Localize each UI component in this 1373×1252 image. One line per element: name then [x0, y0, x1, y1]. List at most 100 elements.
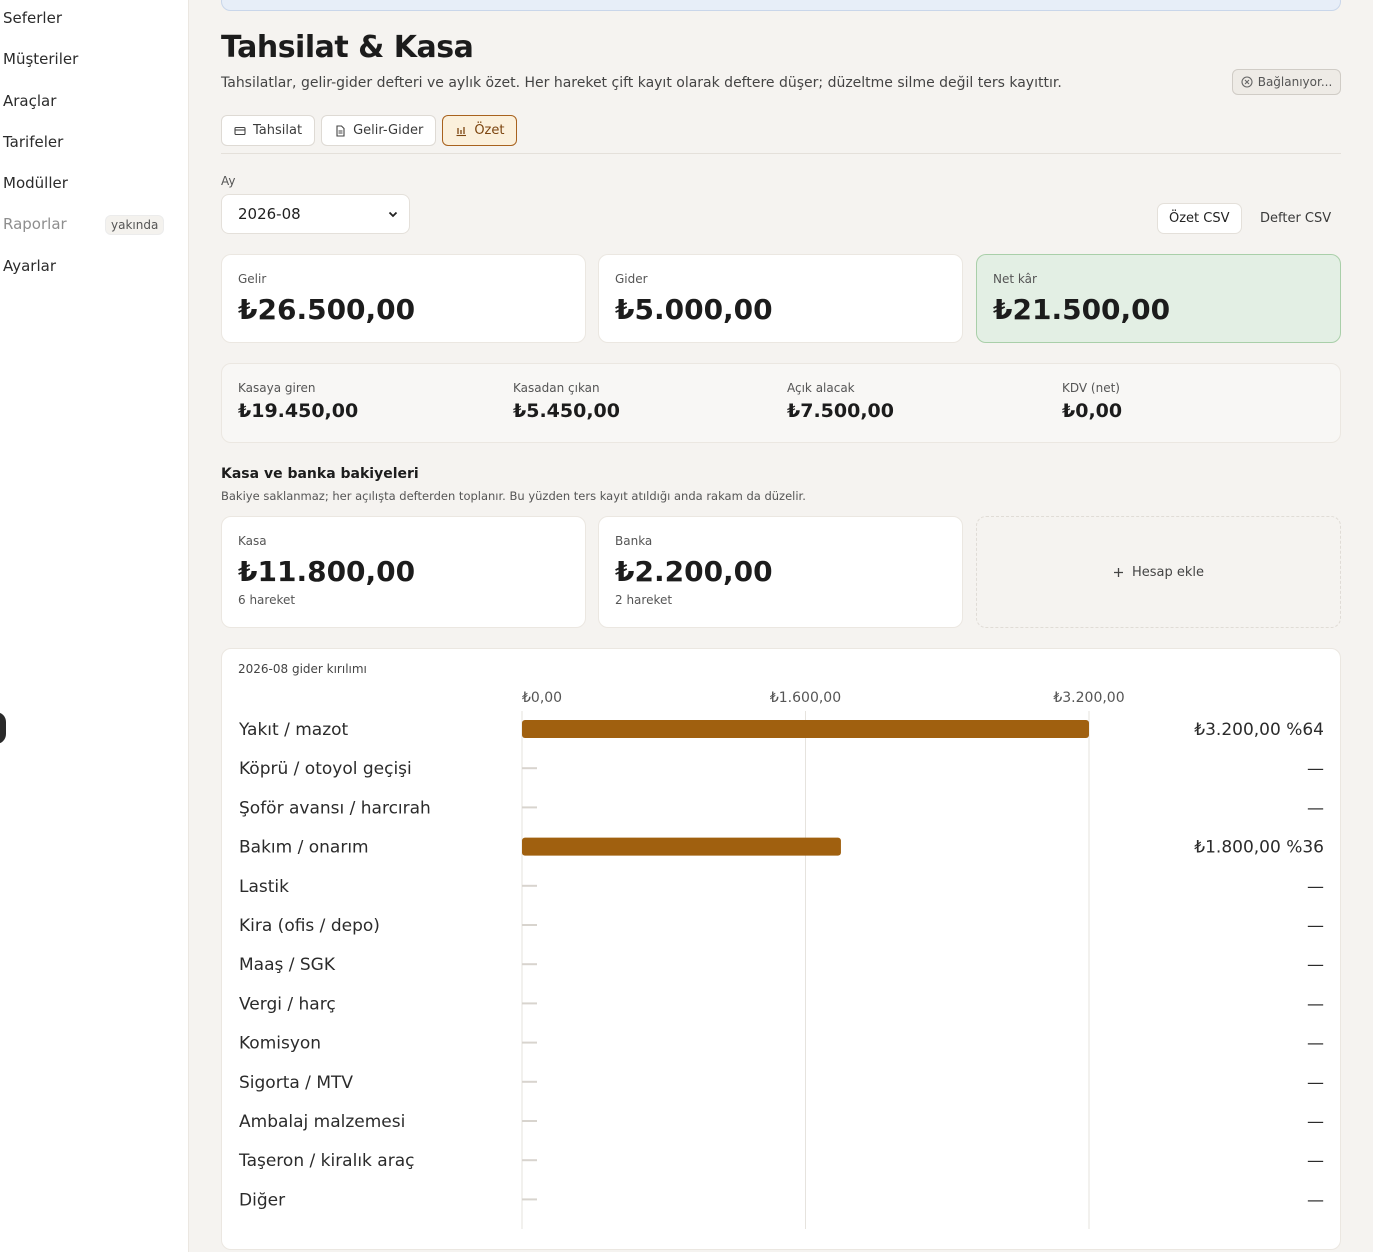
- value-label: —: [1307, 1190, 1324, 1210]
- tab-label: Tahsilat: [253, 123, 303, 138]
- plus-icon: [1113, 567, 1123, 577]
- value-label: —: [1307, 877, 1324, 897]
- sidebar-item-label: Modüller: [3, 174, 68, 192]
- category-label: Diğer: [239, 1190, 285, 1210]
- account-card-banka[interactable]: Banka ₺2.200,00 2 hareket: [598, 516, 963, 628]
- sidebar-item-raporlar: Raporlar: [3, 215, 67, 233]
- sidebar: Seferler Müşteriler Araçlar Tarifeler Mo…: [0, 0, 189, 1252]
- sidebar-item-label: Ayarlar: [3, 257, 57, 275]
- month-select[interactable]: 2026-08: [221, 194, 410, 234]
- chart-title: 2026-08 gider kırılımı: [238, 662, 367, 676]
- category-label: Ambalaj malzemesi: [239, 1112, 405, 1132]
- income-value: ₺26.500,00: [238, 293, 416, 326]
- account-transaction-count: 6 hareket: [238, 593, 296, 607]
- tab-tahsilat[interactable]: Tahsilat: [221, 115, 316, 146]
- sidebar-item-moduller[interactable]: Modüller: [3, 174, 68, 192]
- tabs-divider: [221, 153, 1341, 154]
- x-tick-label: ₺3.200,00: [1053, 690, 1124, 706]
- document-icon: [336, 124, 345, 137]
- account-balance: ₺11.800,00: [238, 555, 416, 588]
- account-card-kasa[interactable]: Kasa ₺11.800,00 6 hareket: [221, 516, 586, 628]
- balances-title: Kasa ve banka bakiyeleri: [221, 466, 419, 482]
- expense-bar: [522, 720, 1089, 738]
- value-label: ₺3.200,00 %64: [1194, 720, 1324, 740]
- vat-net-label: KDV (net): [1062, 381, 1120, 395]
- chart-icon: [456, 126, 467, 136]
- account-name: Kasa: [238, 534, 267, 548]
- x-tick-label: ₺0,00: [522, 690, 562, 706]
- expense-card: Gider ₺5.000,00: [598, 254, 963, 343]
- summary-csv-button[interactable]: Özet CSV: [1157, 203, 1242, 234]
- tab-label: Gelir-Gider: [353, 123, 424, 138]
- category-label: Vergi / harç: [239, 994, 336, 1014]
- net-profit-label: Net kâr: [993, 272, 1037, 286]
- value-label: —: [1307, 759, 1324, 779]
- income-label: Gelir: [238, 272, 267, 286]
- expense-bar: [522, 837, 841, 856]
- category-label: Kira (ofis / depo): [239, 916, 380, 936]
- tab-gelir-gider[interactable]: Gelir-Gider: [321, 115, 437, 146]
- cash-in-label: Kasaya giren: [238, 381, 316, 395]
- status-text: Bağlanıyor...: [1257, 75, 1333, 89]
- net-profit-value: ₺21.500,00: [993, 293, 1171, 326]
- sidebar-item-label: Araçlar: [3, 92, 57, 110]
- coming-soon-badge: yakında: [105, 215, 165, 235]
- category-label: Köprü / otoyol geçişi: [239, 759, 412, 779]
- sidebar-item-label: Raporlar: [3, 215, 67, 233]
- net-profit-card: Net kâr ₺21.500,00: [976, 254, 1341, 343]
- expense-value: ₺5.000,00: [615, 293, 773, 326]
- category-label: Maaş / SGK: [239, 955, 336, 975]
- notice-banner: [221, 0, 1341, 11]
- income-card: Gelir ₺26.500,00: [221, 254, 586, 343]
- account-balance: ₺2.200,00: [615, 555, 773, 588]
- add-account-label: Hesap ekle: [1131, 564, 1205, 580]
- month-value: 2026-08: [238, 205, 301, 223]
- account-transaction-count: 2 hareket: [615, 593, 673, 607]
- category-label: Sigorta / MTV: [239, 1073, 353, 1093]
- sidebar-item-label: Tarifeler: [3, 133, 64, 151]
- account-name: Banka: [615, 534, 653, 548]
- value-label: —: [1307, 1034, 1324, 1054]
- value-label: —: [1307, 955, 1324, 975]
- page-title: Tahsilat & Kasa: [221, 30, 474, 65]
- close-circle-icon: [1241, 76, 1253, 88]
- sidebar-item-ayarlar[interactable]: Ayarlar: [3, 257, 56, 275]
- add-account-button[interactable]: Hesap ekle: [976, 516, 1341, 628]
- value-label: —: [1307, 916, 1324, 936]
- value-label: —: [1307, 1151, 1324, 1171]
- category-label: Şoför avansı / harcırah: [239, 798, 431, 818]
- chevron-down-icon: [388, 211, 398, 218]
- expense-breakdown-chart: ₺0,00 ₺1.600,00 ₺3.200,00 Yakıt / mazot ₺3.2…: [238, 690, 1324, 1229]
- category-label: Yakıt / mazot: [238, 720, 349, 740]
- value-label: —: [1307, 798, 1324, 818]
- cash-out-value: ₺5.450,00: [513, 400, 620, 422]
- value-label: —: [1307, 994, 1324, 1014]
- x-tick-label: ₺1.600,00: [770, 690, 841, 706]
- cash-in-value: ₺19.450,00: [238, 400, 359, 422]
- open-receivable-value: ₺7.500,00: [787, 400, 894, 422]
- tab-label: Özet: [474, 123, 505, 138]
- sidebar-item-araclar[interactable]: Araçlar: [3, 92, 56, 110]
- sidebar-item-musteriler[interactable]: Müşteriler: [3, 50, 78, 68]
- value-label: ₺1.800,00 %36: [1194, 838, 1324, 858]
- tab-ozet[interactable]: Özet: [442, 115, 518, 146]
- sidebar-item-label: Seferler: [3, 9, 62, 27]
- sidebar-item-seferler[interactable]: Seferler: [3, 9, 62, 27]
- value-label: —: [1307, 1073, 1324, 1093]
- month-label: Ay: [221, 174, 236, 188]
- balances-subtitle: Bakiye saklanmaz; her açılışta defterden…: [221, 489, 806, 503]
- cash-stats-card: Kasaya giren ₺19.450,00 Kasadan çıkan ₺5…: [221, 363, 1341, 443]
- ledger-csv-button[interactable]: Defter CSV: [1260, 211, 1332, 226]
- value-label: —: [1307, 1112, 1324, 1132]
- sidebar-item-tarifeler[interactable]: Tarifeler: [3, 133, 63, 151]
- vat-net-value: ₺0,00: [1062, 400, 1123, 422]
- category-label: Lastik: [239, 877, 289, 897]
- category-label: Bakım / onarım: [239, 838, 369, 858]
- page-subtitle: Tahsilatlar, gelir-gider defteri ve aylı…: [221, 75, 1062, 91]
- open-receivable-label: Açık alacak: [787, 381, 855, 395]
- tab-bar: Tahsilat Gelir-Gider Özet: [221, 115, 518, 146]
- category-label: Komisyon: [239, 1034, 321, 1054]
- card-icon: [234, 126, 246, 135]
- cash-out-label: Kasadan çıkan: [513, 381, 600, 395]
- sidebar-collapse-handle[interactable]: [0, 712, 6, 744]
